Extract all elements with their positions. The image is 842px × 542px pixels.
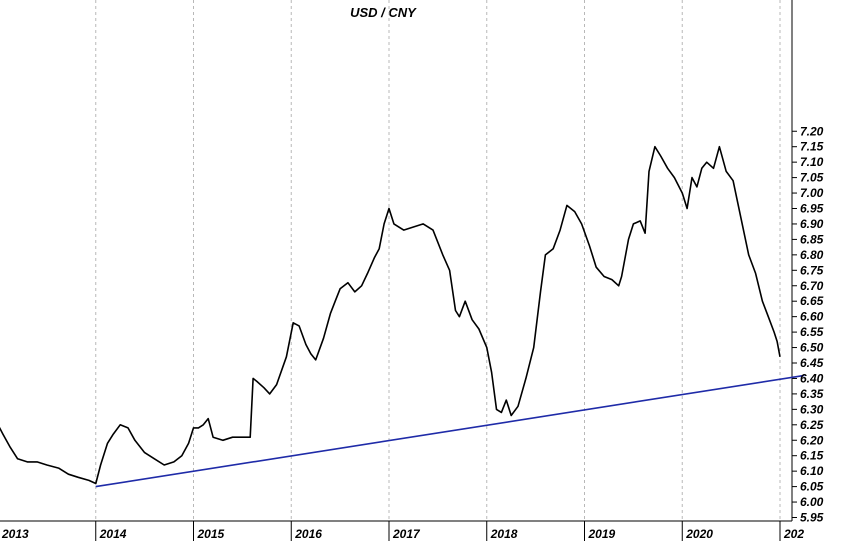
x-tick-label: 2016 — [294, 527, 322, 541]
y-tick-label: 6.80 — [800, 248, 824, 262]
y-tick-label: 6.55 — [800, 325, 824, 339]
axes — [0, 0, 797, 541]
x-tick-label: 2019 — [588, 527, 616, 541]
y-tick-label: 6.20 — [800, 433, 824, 447]
y-axis-tick-labels: 5.95 6.006.05 6.106.15 6.206.25 6.306.35 6.40… — [800, 124, 824, 524]
x-tick-label: 2015 — [197, 527, 225, 541]
x-tick-label: 202 — [783, 527, 804, 541]
y-tick-label: 6.15 — [800, 449, 824, 463]
vertical-gridlines — [95, 0, 781, 521]
x-tick-label: 2018 — [490, 527, 518, 541]
x-tick-label: 2017 — [392, 527, 421, 541]
y-tick-label: 6.95 — [800, 202, 824, 216]
y-tick-label: 6.90 — [800, 217, 824, 231]
y-tick-label: 6.40 — [800, 371, 824, 385]
y-tick-label: 6.35 — [800, 387, 824, 401]
support-trend-line — [95, 374, 805, 488]
y-tick-label: 6.25 — [800, 418, 824, 432]
y-tick-label: 6.45 — [800, 356, 824, 370]
y-tick-label: 5.95 — [800, 511, 824, 525]
usd-cny-price-line — [0, 145, 781, 485]
y-tick-label: 6.75 — [800, 263, 824, 277]
y-tick-label: 6.85 — [800, 232, 824, 246]
y-tick-label: 6.00 — [800, 495, 824, 509]
x-axis-tick-labels: 2013 2014 2015 2016 2017 2018 2019 2020 202 — [1, 527, 804, 541]
y-tick-label: 6.70 — [800, 279, 824, 293]
y-tick-label: 6.05 — [800, 480, 824, 494]
x-tick-label: 2014 — [99, 527, 127, 541]
y-tick-label: 7.15 — [800, 140, 824, 154]
y-tick-label: 6.30 — [800, 402, 824, 416]
y-tick-label: 7.20 — [800, 124, 824, 138]
y-tick-label: 6.65 — [800, 294, 824, 308]
y-tick-label: 7.00 — [800, 186, 824, 200]
chart-title: USD / CNY — [350, 5, 417, 20]
y-tick-label: 6.50 — [800, 341, 824, 355]
y-tick-label: 6.60 — [800, 310, 824, 324]
y-tick-label: 6.10 — [800, 464, 824, 478]
y-tick-label: 7.05 — [800, 171, 824, 185]
x-tick-label: 2013 — [1, 527, 29, 541]
x-tick-label: 2020 — [685, 527, 713, 541]
y-tick-label: 7.10 — [800, 155, 824, 169]
series-lines — [0, 145, 805, 488]
